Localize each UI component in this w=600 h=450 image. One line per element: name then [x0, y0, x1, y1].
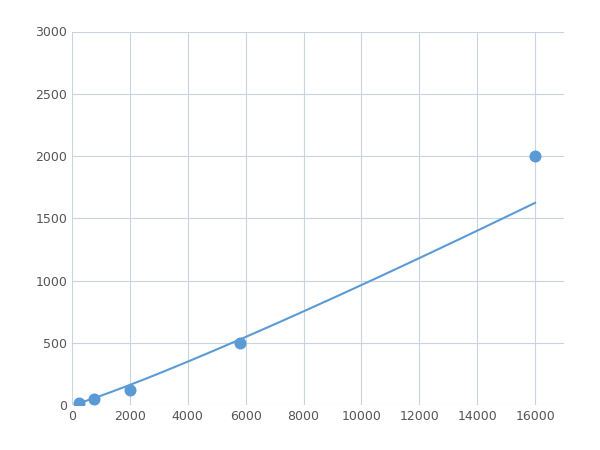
Point	[74, 399, 84, 406]
Point	[89, 395, 98, 402]
Point	[235, 339, 245, 346]
Point	[530, 153, 540, 160]
Point	[125, 387, 134, 394]
